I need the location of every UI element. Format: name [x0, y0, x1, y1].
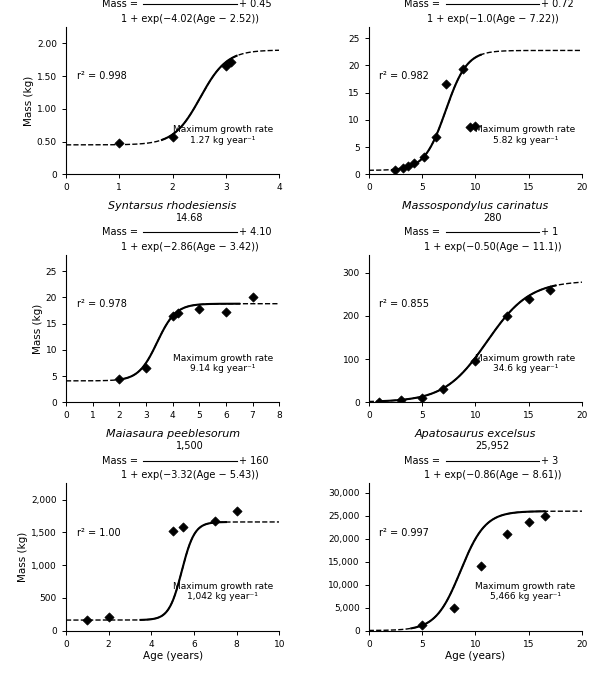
- Text: 1 + exp(−3.32(Age − 5.43)): 1 + exp(−3.32(Age − 5.43)): [121, 470, 259, 480]
- Point: [476, 561, 485, 572]
- Text: + 160: + 160: [239, 456, 268, 466]
- Point: [83, 615, 92, 626]
- Text: Maximum growth rate
34.6 kg year⁻¹: Maximum growth rate 34.6 kg year⁻¹: [475, 354, 575, 373]
- Point: [417, 393, 427, 403]
- Point: [178, 522, 188, 533]
- Text: Mass =: Mass =: [404, 456, 443, 466]
- Text: Mass =: Mass =: [404, 227, 443, 237]
- Point: [458, 64, 467, 75]
- Text: 1,500: 1,500: [176, 441, 203, 451]
- Y-axis label: Mass (kg): Mass (kg): [19, 532, 28, 582]
- Point: [398, 163, 407, 174]
- Point: [545, 285, 555, 296]
- Point: [194, 304, 204, 315]
- Text: Mass =: Mass =: [404, 0, 443, 9]
- Point: [403, 161, 413, 172]
- Point: [221, 60, 231, 71]
- Point: [115, 374, 124, 384]
- Point: [441, 79, 451, 89]
- Point: [409, 157, 418, 168]
- Text: 14.68: 14.68: [176, 213, 203, 223]
- Point: [524, 517, 533, 528]
- Point: [104, 612, 113, 623]
- Point: [232, 506, 241, 517]
- Point: [439, 384, 448, 395]
- Text: Mass =: Mass =: [101, 456, 140, 466]
- Point: [396, 395, 406, 405]
- Text: Maximum growth rate
1.27 kg year⁻¹: Maximum growth rate 1.27 kg year⁻¹: [173, 125, 273, 145]
- Text: + 3: + 3: [541, 456, 559, 466]
- Text: Mass =: Mass =: [101, 227, 140, 237]
- Point: [226, 57, 236, 68]
- Point: [503, 311, 512, 321]
- Point: [503, 529, 512, 540]
- Text: Maximum growth rate
5,466 kg year⁻¹: Maximum growth rate 5,466 kg year⁻¹: [475, 582, 575, 601]
- Text: Maximum growth rate
9.14 kg year⁻¹: Maximum growth rate 9.14 kg year⁻¹: [173, 354, 273, 373]
- Text: Mass =: Mass =: [101, 0, 140, 9]
- Y-axis label: Mass (kg): Mass (kg): [32, 304, 43, 354]
- Point: [248, 292, 257, 302]
- Text: + 0.72: + 0.72: [541, 0, 574, 9]
- Point: [374, 396, 384, 407]
- Text: 1 + exp(−2.86(Age − 3.42)): 1 + exp(−2.86(Age − 3.42)): [121, 242, 259, 252]
- Text: + 0.45: + 0.45: [239, 0, 271, 9]
- Point: [168, 525, 178, 536]
- Point: [540, 510, 550, 521]
- Text: Maiasaura peeblesorum: Maiasaura peeblesorum: [106, 429, 239, 439]
- Y-axis label: Mass (kg): Mass (kg): [24, 75, 34, 126]
- Text: 280: 280: [483, 213, 502, 223]
- Text: Maximum growth rate
5.82 kg year⁻¹: Maximum growth rate 5.82 kg year⁻¹: [475, 125, 575, 145]
- Point: [470, 356, 480, 367]
- Point: [115, 138, 124, 148]
- Point: [431, 132, 441, 142]
- Text: r² = 0.978: r² = 0.978: [77, 300, 127, 309]
- Point: [524, 293, 533, 304]
- Text: + 1: + 1: [541, 227, 559, 237]
- Text: r² = 1.00: r² = 1.00: [77, 527, 120, 538]
- Text: 1 + exp(−0.50(Age − 11.1)): 1 + exp(−0.50(Age − 11.1)): [424, 242, 561, 252]
- Point: [211, 515, 220, 526]
- Point: [419, 151, 429, 162]
- Point: [465, 122, 475, 133]
- Point: [470, 121, 480, 132]
- Point: [173, 308, 183, 319]
- Text: Syntarsus rhodesiensis: Syntarsus rhodesiensis: [109, 201, 237, 211]
- Text: 1 + exp(−0.86(Age − 8.61)): 1 + exp(−0.86(Age − 8.61)): [424, 470, 561, 480]
- Text: Maximum growth rate
1,042 kg year⁻¹: Maximum growth rate 1,042 kg year⁻¹: [173, 582, 273, 601]
- Text: + 4.10: + 4.10: [239, 227, 271, 237]
- Text: Massospondylus carinatus: Massospondylus carinatus: [402, 201, 548, 211]
- Point: [449, 602, 459, 613]
- Point: [168, 311, 178, 321]
- Text: Apatosaurus excelsus: Apatosaurus excelsus: [415, 429, 536, 439]
- Text: r² = 0.998: r² = 0.998: [77, 71, 127, 81]
- Text: 1 + exp(−1.0(Age − 7.22)): 1 + exp(−1.0(Age − 7.22)): [427, 14, 559, 24]
- Text: r² = 0.855: r² = 0.855: [379, 300, 430, 309]
- Point: [417, 620, 427, 631]
- Text: 1 + exp(−4.02(Age − 2.52)): 1 + exp(−4.02(Age − 2.52)): [121, 14, 259, 24]
- Point: [391, 165, 400, 176]
- Text: 25,952: 25,952: [475, 441, 509, 451]
- Point: [221, 306, 231, 317]
- X-axis label: Age (years): Age (years): [445, 652, 505, 661]
- Text: r² = 0.997: r² = 0.997: [379, 527, 430, 538]
- X-axis label: Age (years): Age (years): [143, 652, 203, 661]
- Point: [168, 132, 178, 142]
- Point: [141, 362, 151, 373]
- Text: r² = 0.982: r² = 0.982: [379, 71, 430, 81]
